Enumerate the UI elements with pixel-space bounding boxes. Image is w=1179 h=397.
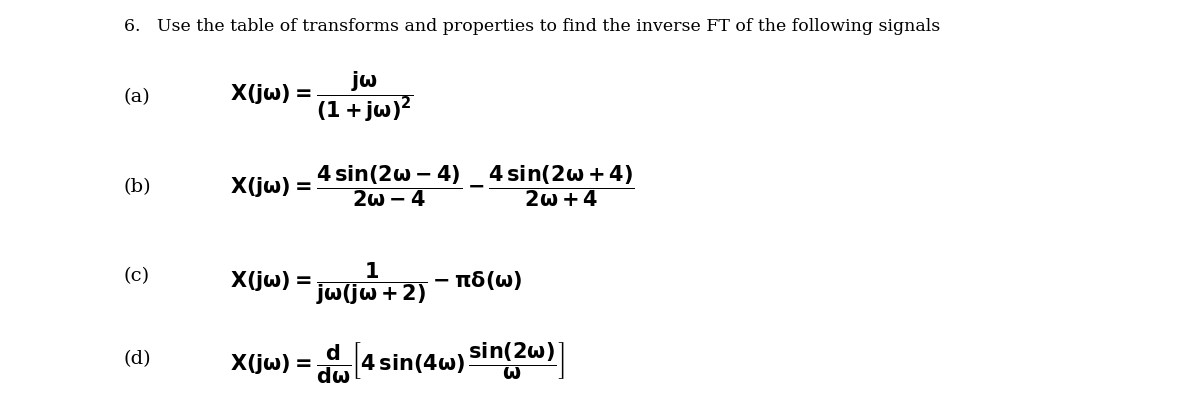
Text: $\mathbf{X(j\omega) = \dfrac{d}{d\omega}\left[4\,sin(4\omega)\,\dfrac{sin(2\omeg: $\mathbf{X(j\omega) = \dfrac{d}{d\omega}… [230, 341, 565, 386]
Text: (d): (d) [124, 350, 151, 368]
Text: (c): (c) [124, 267, 150, 285]
Text: (a): (a) [124, 88, 151, 106]
Text: $\mathbf{X(j\omega) = \dfrac{j\omega}{(1 + j\omega)^2}}$: $\mathbf{X(j\omega) = \dfrac{j\omega}{(1… [230, 70, 414, 124]
Text: $\mathbf{X(j\omega) = \dfrac{4\,sin(2\omega - 4)}{2\omega - 4} - \dfrac{4\,sin(2: $\mathbf{X(j\omega) = \dfrac{4\,sin(2\om… [230, 164, 634, 209]
Text: (b): (b) [124, 177, 151, 196]
Text: 6.   Use the table of transforms and properties to find the inverse FT of the fo: 6. Use the table of transforms and prope… [124, 18, 940, 35]
Text: $\mathbf{X(j\omega) = \dfrac{1}{j\omega(j\omega + 2)} - \pi\delta(\omega)}$: $\mathbf{X(j\omega) = \dfrac{1}{j\omega(… [230, 260, 522, 307]
